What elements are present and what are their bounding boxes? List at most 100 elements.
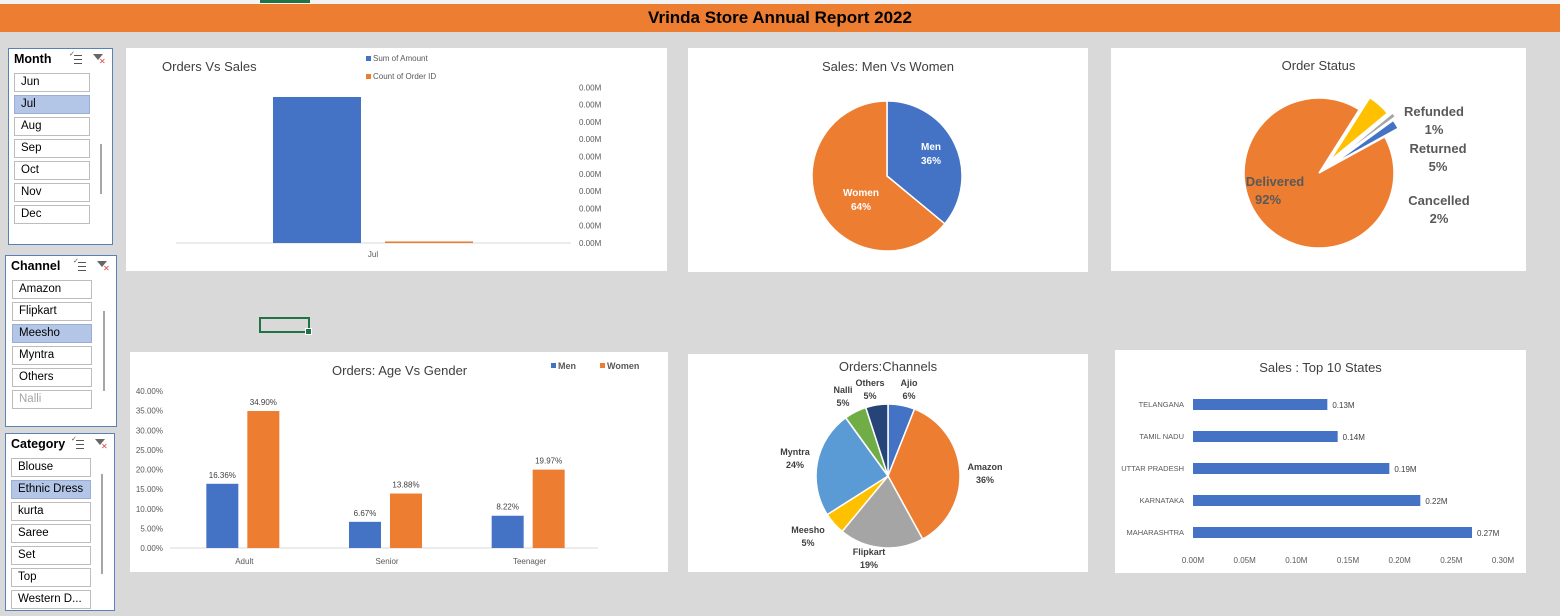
slicer-item-nalli[interactable]: Nalli bbox=[12, 390, 92, 409]
pie-slice-flipkart bbox=[841, 474, 924, 549]
orders-channels-chart: Ajio 6% Amazon 36% Flipkart 19% Meesho 5% Myntra… bbox=[780, 378, 1002, 570]
channel-slicer-header: Channel bbox=[11, 259, 61, 273]
clear-filter-icon[interactable] bbox=[96, 260, 110, 274]
x-tick-label: 0.20M bbox=[1389, 556, 1412, 565]
slice-pct-delivered: 92% bbox=[1255, 192, 1281, 207]
chart-title: Orders:Channels bbox=[838, 359, 938, 374]
slice-pct-others: 5% bbox=[863, 391, 876, 401]
slicer-item-jun[interactable]: Jun bbox=[14, 73, 90, 92]
slicer-item-flipkart[interactable]: Flipkart bbox=[12, 302, 92, 321]
slicer-item-meesho[interactable]: Meesho bbox=[12, 324, 92, 343]
y-tick-label: KARNATAKA bbox=[1140, 496, 1184, 505]
order-status-chart: Delivered 92% Refunded 1% Returned 5% Cancelle… bbox=[1243, 96, 1470, 249]
slicer-item-sep[interactable]: Sep bbox=[14, 139, 90, 158]
sheet-column-strip bbox=[0, 0, 1560, 4]
y2-tick-label: 0.00M bbox=[579, 83, 602, 92]
bar-women-adult bbox=[247, 411, 280, 548]
slicer-item-western-d[interactable]: Western D... bbox=[11, 590, 91, 609]
month-slicer-scrollbar[interactable] bbox=[100, 144, 102, 194]
month-slicer[interactable]: Month Jun Jul Aug Sep Oct Nov Dec bbox=[8, 48, 113, 245]
y-tick-label: 5.00% bbox=[140, 524, 163, 533]
channel-slicer-scrollbar[interactable] bbox=[103, 311, 105, 391]
slice-label-delivered: Delivered bbox=[1246, 174, 1305, 189]
slice-label-refunded: Refunded bbox=[1404, 104, 1464, 119]
slicer-item-top[interactable]: Top bbox=[11, 568, 91, 587]
slicer-item-oct[interactable]: Oct bbox=[14, 161, 90, 180]
legend-swatch bbox=[600, 363, 605, 368]
y-tick-label: UTTAR PRADESH bbox=[1121, 464, 1184, 473]
active-cell[interactable] bbox=[259, 317, 312, 335]
pie-slice-refunded bbox=[1334, 111, 1397, 162]
clear-filter-icon[interactable] bbox=[94, 438, 108, 452]
slice-label-men: Men bbox=[921, 142, 941, 153]
pie-slice-cancelled bbox=[1332, 119, 1400, 166]
y2-tick-label: 0.00M bbox=[579, 101, 602, 110]
slice-label-returned: Returned bbox=[1409, 141, 1466, 156]
y-tick-label: TAMIL NADU bbox=[1139, 432, 1184, 441]
x-tick-label: 0.30M bbox=[1492, 556, 1515, 565]
data-label: 0.13M bbox=[1332, 401, 1355, 410]
clear-filter-icon[interactable] bbox=[92, 53, 106, 67]
y2-tick-label: 0.00M bbox=[579, 135, 602, 144]
bar-telangana bbox=[1193, 399, 1328, 410]
x-tick-label: Teenager bbox=[513, 557, 547, 566]
slicer-item-myntra[interactable]: Myntra bbox=[12, 346, 92, 365]
top-states-chart: 0.00M 0.05M 0.10M 0.15M 0.20M 0.25M 0.30M TELAN… bbox=[1121, 399, 1515, 565]
slicer-item-dec[interactable]: Dec bbox=[14, 205, 90, 224]
report-title: Vrinda Store Annual Report 2022 bbox=[648, 8, 912, 27]
orders-vs-sales-card[interactable]: Orders Vs Sales Sum of Amount Count of Or… bbox=[126, 48, 667, 271]
slicer-item-nov[interactable]: Nov bbox=[14, 183, 90, 202]
x-tick-label: 0.00M bbox=[1182, 556, 1205, 565]
y-tick-label: 0.00% bbox=[140, 544, 163, 553]
slicer-item-others[interactable]: Others bbox=[12, 368, 92, 387]
top-states-card[interactable]: Sales : Top 10 States 0.00M 0.05M 0.10M 0.1… bbox=[1115, 350, 1526, 573]
data-label: 6.67% bbox=[354, 509, 377, 518]
y2-tick-label: 0.00M bbox=[579, 118, 602, 127]
data-label: 34.90% bbox=[250, 398, 277, 407]
y2-tick-label: 0.00M bbox=[579, 222, 602, 231]
slice-label-myntra: Myntra bbox=[780, 447, 810, 457]
y2-tick-label: 0.00M bbox=[579, 153, 602, 162]
slicer-item-saree[interactable]: Saree bbox=[11, 524, 91, 543]
data-label: 0.22M bbox=[1425, 497, 1448, 506]
pie-slice-women bbox=[811, 100, 946, 252]
slicer-item-ethnic-dress[interactable]: Ethnic Dress bbox=[11, 480, 91, 499]
category-slicer-scrollbar[interactable] bbox=[101, 474, 103, 574]
chart-title: Orders: Age Vs Gender bbox=[332, 363, 468, 378]
orders-channels-card[interactable]: Orders:Channels Ajio 6% Amazon 36% Flipkart 1… bbox=[688, 354, 1088, 572]
x-tick-label: Adult bbox=[235, 557, 254, 566]
slice-pct-returned: 5% bbox=[1429, 159, 1448, 174]
multi-select-icon[interactable] bbox=[69, 51, 83, 67]
x-tick-label: 0.15M bbox=[1337, 556, 1360, 565]
x-tick-label: 0.10M bbox=[1285, 556, 1308, 565]
slice-pct-myntra: 24% bbox=[786, 460, 804, 470]
chart-title: Sales: Men Vs Women bbox=[822, 59, 954, 74]
multi-select-icon[interactable] bbox=[71, 436, 85, 452]
chart-title: Sales : Top 10 States bbox=[1259, 360, 1382, 375]
orders-vs-sales-chart: Sum of Amount Count of Order ID 0.00M 0.00M… bbox=[176, 54, 602, 259]
category-slicer[interactable]: Category Blouse Ethnic Dress kurta Saree Set… bbox=[5, 433, 115, 611]
slice-pct-women: 64% bbox=[851, 202, 871, 213]
slicer-item-amazon[interactable]: Amazon bbox=[12, 280, 92, 299]
slicer-item-jul[interactable]: Jul bbox=[14, 95, 90, 114]
slice-pct-men: 36% bbox=[921, 156, 941, 167]
selected-column-indicator bbox=[260, 0, 310, 3]
slice-pct-ajio: 6% bbox=[902, 391, 915, 401]
slicer-item-set[interactable]: Set bbox=[11, 546, 91, 565]
bar-men-teenager bbox=[491, 515, 524, 548]
slicer-item-blouse[interactable]: Blouse bbox=[11, 458, 91, 477]
x-tick-label: 0.25M bbox=[1440, 556, 1463, 565]
slicer-item-aug[interactable]: Aug bbox=[14, 117, 90, 136]
sales-men-women-card[interactable]: Sales: Men Vs Women Men 36% Women 64% bbox=[688, 48, 1088, 272]
y-tick-label: 10.00% bbox=[136, 505, 163, 514]
order-status-card[interactable]: Order Status Delivered 92% Refunded 1% Retur… bbox=[1111, 48, 1526, 271]
slice-pct-cancelled: 2% bbox=[1430, 211, 1449, 226]
sales-men-women-chart: Men 36% Women 64% bbox=[811, 100, 963, 252]
channel-slicer[interactable]: Channel Amazon Flipkart Meesho Myntra Others… bbox=[5, 255, 117, 427]
y2-tick-label: 0.00M bbox=[579, 170, 602, 179]
legend-label: Women bbox=[607, 361, 639, 371]
y2-tick-label: 0.00M bbox=[579, 204, 602, 213]
orders-age-gender-card[interactable]: Orders: Age Vs Gender 0.00% 5.00% 10.00% 15… bbox=[130, 352, 668, 572]
multi-select-icon[interactable] bbox=[73, 258, 87, 274]
slicer-item-kurta[interactable]: kurta bbox=[11, 502, 91, 521]
